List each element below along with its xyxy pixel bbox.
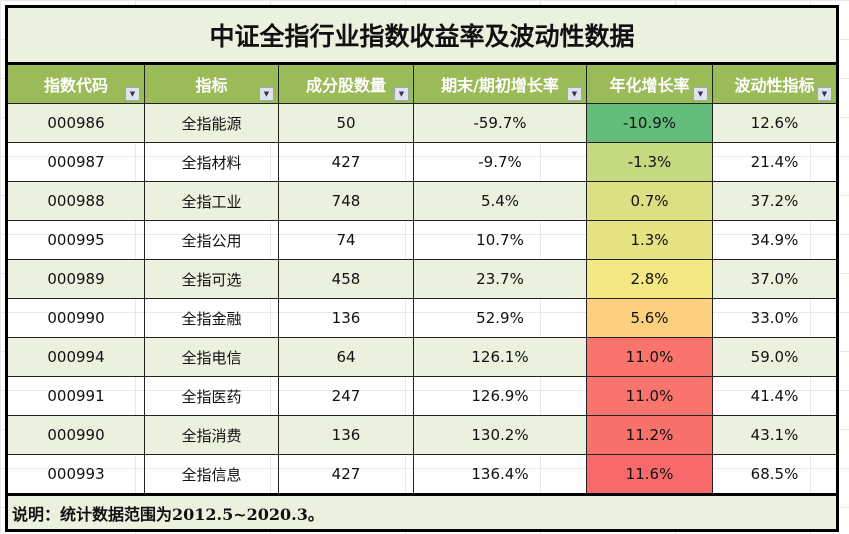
header-label: 年化增长率 (609, 76, 690, 95)
cell-count[interactable]: 50 (278, 103, 414, 143)
table-row: 000995 全指公用 74 10.7% 1.3% 34.9% (6, 220, 838, 260)
column-header: 波动性指标 ▼ (712, 63, 838, 104)
cell-name[interactable]: 全指信息 (144, 454, 279, 495)
header-label: 成分股数量 (305, 76, 386, 95)
cell-code[interactable]: 000991 (6, 376, 145, 416)
cell-annual[interactable]: 1.3% (586, 220, 713, 260)
cell-vol[interactable]: 21.4% (712, 142, 838, 182)
column-header: 指标 ▼ (144, 63, 279, 104)
cell-name[interactable]: 全指可选 (144, 259, 279, 299)
cell-code[interactable]: 000995 (6, 220, 145, 260)
cell-count[interactable]: 64 (278, 337, 414, 377)
cell-count[interactable]: 136 (278, 415, 414, 455)
cell-growth[interactable]: 126.9% (413, 376, 587, 416)
table-title: 中证全指行业指数收益率及波动性数据 (6, 6, 838, 65)
cell-name[interactable]: 全指金融 (144, 298, 279, 338)
cell-vol[interactable]: 33.0% (712, 298, 838, 338)
table-row: 000990 全指金融 136 52.9% 5.6% 33.0% (6, 298, 838, 338)
filter-dropdown-icon[interactable]: ▼ (567, 87, 582, 101)
table-row: 000993 全指信息 427 136.4% 11.6% 68.5% (6, 454, 838, 495)
cell-growth[interactable]: 52.9% (413, 298, 587, 338)
cell-count[interactable]: 427 (278, 142, 414, 182)
cell-count[interactable]: 748 (278, 181, 414, 221)
table-row: 000989 全指可选 458 23.7% 2.8% 37.0% (6, 259, 838, 299)
cell-count[interactable]: 458 (278, 259, 414, 299)
filter-dropdown-icon[interactable]: ▼ (693, 87, 708, 101)
cell-growth[interactable]: 130.2% (413, 415, 587, 455)
cell-vol[interactable]: 12.6% (712, 103, 838, 143)
filter-dropdown-icon[interactable]: ▼ (394, 87, 409, 101)
header-label: 指标 (195, 76, 228, 95)
header-label: 指数代码 (43, 76, 108, 95)
cell-annual[interactable]: -10.9% (586, 103, 713, 143)
table-row: 000986 全指能源 50 -59.7% -10.9% 12.6% (6, 103, 838, 143)
cell-annual[interactable]: -1.3% (586, 142, 713, 182)
filter-dropdown-icon[interactable]: ▼ (817, 87, 832, 101)
header-label: 期末/期初增长率 (441, 76, 559, 95)
cell-vol[interactable]: 43.1% (712, 415, 838, 455)
cell-growth[interactable]: 136.4% (413, 454, 587, 495)
header-label: 波动性指标 (734, 76, 815, 95)
column-header: 年化增长率 ▼ (586, 63, 713, 104)
table-row: 000990 全指消费 136 130.2% 11.2% 43.1% (6, 415, 838, 455)
cell-name[interactable]: 全指能源 (144, 103, 279, 143)
cell-code[interactable]: 000993 (6, 454, 145, 495)
column-header: 成分股数量 ▼ (278, 63, 414, 104)
cell-count[interactable]: 247 (278, 376, 414, 416)
cell-vol[interactable]: 34.9% (712, 220, 838, 260)
cell-name[interactable]: 全指材料 (144, 142, 279, 182)
cell-count[interactable]: 427 (278, 454, 414, 495)
cell-name[interactable]: 全指医药 (144, 376, 279, 416)
cell-name[interactable]: 全指消费 (144, 415, 279, 455)
cell-growth[interactable]: 10.7% (413, 220, 587, 260)
filter-dropdown-icon[interactable]: ▼ (259, 87, 274, 101)
cell-growth[interactable]: -9.7% (413, 142, 587, 182)
table-row: 000991 全指医药 247 126.9% 11.0% 41.4% (6, 376, 838, 416)
cell-code[interactable]: 000988 (6, 181, 145, 221)
table-row: 000987 全指材料 427 -9.7% -1.3% 21.4% (6, 142, 838, 182)
cell-annual[interactable]: 11.0% (586, 337, 713, 377)
cell-code[interactable]: 000987 (6, 142, 145, 182)
table-row: 000994 全指电信 64 126.1% 11.0% 59.0% (6, 337, 838, 377)
cell-growth[interactable]: -59.7% (413, 103, 587, 143)
cell-count[interactable]: 136 (278, 298, 414, 338)
cell-code[interactable]: 000994 (6, 337, 145, 377)
cell-annual[interactable]: 0.7% (586, 181, 713, 221)
cell-growth[interactable]: 23.7% (413, 259, 587, 299)
cell-annual[interactable]: 5.6% (586, 298, 713, 338)
cell-vol[interactable]: 68.5% (712, 454, 838, 495)
footnote: 说明：统计数据范围为2012.5~2020.3。 (6, 493, 838, 531)
cell-growth[interactable]: 126.1% (413, 337, 587, 377)
cell-annual[interactable]: 11.2% (586, 415, 713, 455)
cell-annual[interactable]: 11.0% (586, 376, 713, 416)
cell-annual[interactable]: 2.8% (586, 259, 713, 299)
cell-vol[interactable]: 37.2% (712, 181, 838, 221)
cell-count[interactable]: 74 (278, 220, 414, 260)
column-header: 指数代码 ▼ (6, 63, 145, 104)
cell-code[interactable]: 000989 (6, 259, 145, 299)
cell-annual[interactable]: 11.6% (586, 454, 713, 495)
cell-name[interactable]: 全指电信 (144, 337, 279, 377)
column-header: 期末/期初增长率 ▼ (413, 63, 587, 104)
cell-name[interactable]: 全指公用 (144, 220, 279, 260)
cell-vol[interactable]: 37.0% (712, 259, 838, 299)
cell-code[interactable]: 000990 (6, 298, 145, 338)
cell-code[interactable]: 000986 (6, 103, 145, 143)
cell-vol[interactable]: 59.0% (712, 337, 838, 377)
cell-growth[interactable]: 5.4% (413, 181, 587, 221)
cell-name[interactable]: 全指工业 (144, 181, 279, 221)
filter-dropdown-icon[interactable]: ▼ (125, 87, 140, 101)
cell-code[interactable]: 000990 (6, 415, 145, 455)
table-row: 000988 全指工业 748 5.4% 0.7% 37.2% (6, 181, 838, 221)
data-table: 中证全指行业指数收益率及波动性数据 指数代码 ▼ 指标 ▼ 成分股数量 ▼ 期末/期初增长率… (5, 5, 839, 532)
cell-vol[interactable]: 41.4% (712, 376, 838, 416)
